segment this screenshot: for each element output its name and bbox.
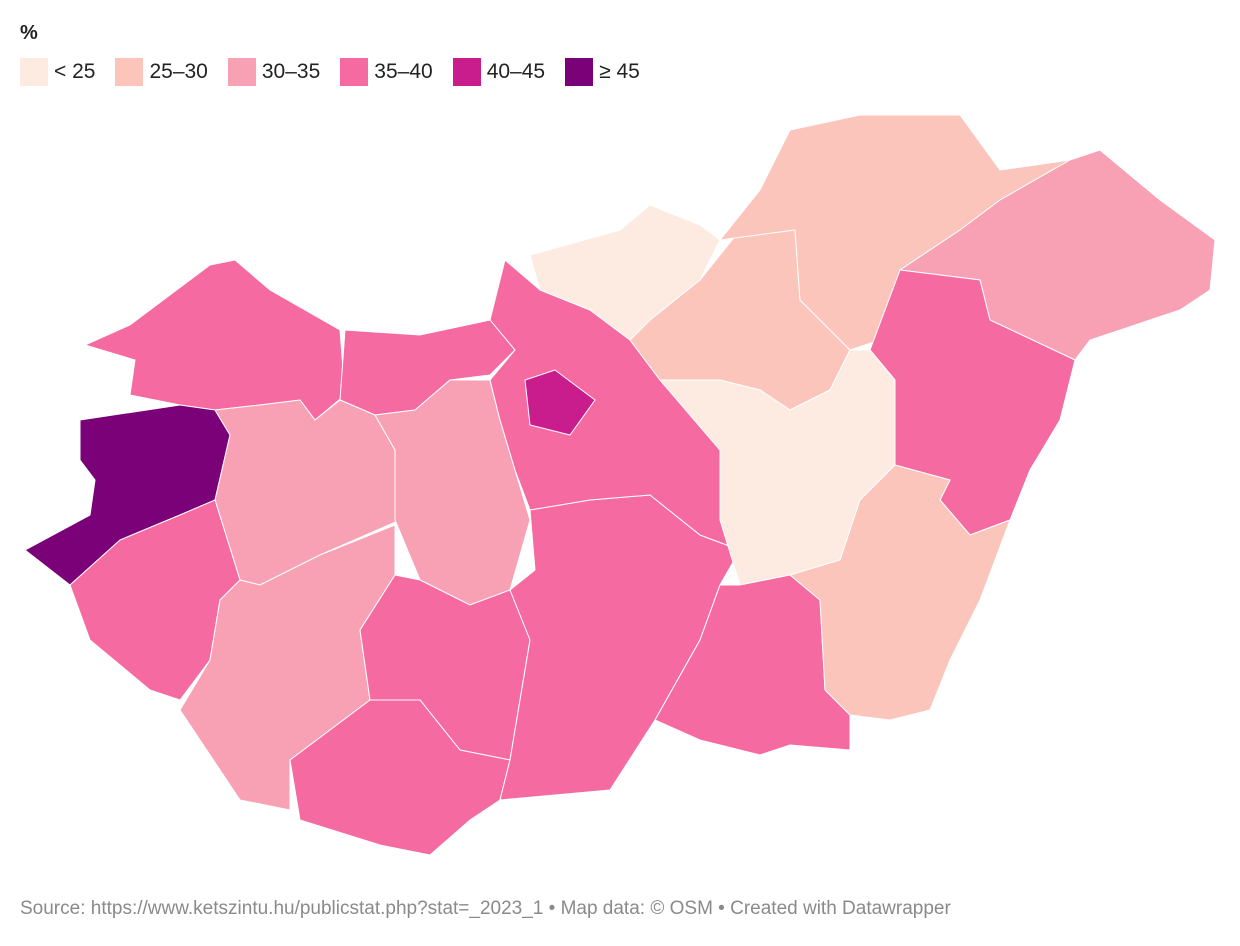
legend-item: 25–30 (115, 58, 208, 86)
legend-item: 30–35 (227, 58, 321, 86)
legend-label: < 25 (54, 60, 96, 83)
region (83, 259, 346, 421)
region (658, 349, 896, 586)
legend-item: ≥ 45 (565, 58, 640, 86)
legend-swatch (565, 58, 594, 86)
source-note: Source: https://www.ketszintu.hu/publics… (20, 898, 951, 919)
legend-swatch (340, 58, 369, 86)
legend-label: ≥ 45 (599, 60, 640, 83)
legend-swatch (115, 58, 144, 86)
region (788, 464, 1011, 721)
legend-label: 35–40 (374, 60, 433, 83)
region (374, 379, 531, 606)
legend-swatch (227, 58, 256, 86)
map-title: % (20, 22, 38, 44)
legend-item: < 25 (20, 58, 95, 86)
region (524, 369, 596, 436)
legend-item: 40–45 (452, 58, 546, 86)
legend-label: 40–45 (486, 60, 546, 83)
map (24, 114, 1216, 856)
legend-label: 25–30 (149, 60, 208, 83)
legend-item: 35–40 (340, 58, 433, 86)
legend-swatch (452, 58, 481, 86)
legend: < 25 25–30 30–35 35–40 40–45 ≥ 45 (20, 58, 640, 86)
legend-swatch (20, 58, 48, 86)
legend-label: 30–35 (261, 60, 321, 83)
